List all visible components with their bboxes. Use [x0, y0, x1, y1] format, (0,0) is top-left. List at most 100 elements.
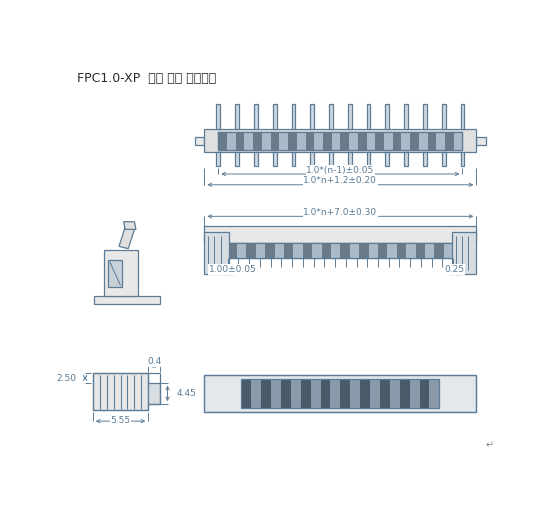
Bar — [314, 132, 323, 150]
Bar — [348, 104, 352, 129]
Bar — [274, 243, 284, 258]
Bar — [461, 104, 465, 129]
Bar — [375, 132, 384, 150]
Bar — [423, 104, 427, 129]
Bar — [244, 132, 253, 150]
Text: 0.4: 0.4 — [147, 358, 161, 366]
Bar — [228, 243, 453, 258]
Bar — [387, 243, 397, 258]
Bar — [108, 260, 122, 287]
Bar — [310, 104, 314, 129]
Bar — [429, 379, 439, 408]
Bar — [271, 379, 281, 408]
Bar — [205, 129, 476, 152]
Text: 4.45: 4.45 — [177, 389, 197, 398]
Bar — [235, 104, 239, 129]
Bar — [444, 243, 453, 258]
Bar — [247, 243, 256, 258]
Bar — [306, 132, 314, 150]
Bar — [329, 104, 333, 129]
Bar — [423, 152, 427, 166]
Bar — [216, 104, 220, 129]
Text: 1.00±0.05: 1.00±0.05 — [209, 265, 257, 274]
Bar — [404, 152, 408, 166]
Bar — [367, 132, 375, 150]
Bar — [280, 132, 288, 150]
Bar — [340, 132, 349, 150]
Bar — [93, 373, 148, 410]
Bar — [419, 132, 428, 150]
Bar — [436, 132, 445, 150]
Bar — [380, 379, 390, 408]
Bar — [241, 379, 252, 408]
Bar — [420, 379, 429, 408]
Bar — [385, 152, 389, 166]
Bar — [461, 152, 465, 166]
Bar — [205, 226, 476, 243]
Bar — [404, 104, 408, 129]
Bar — [195, 137, 205, 145]
Bar — [370, 379, 380, 408]
Bar — [265, 243, 274, 258]
Bar — [397, 243, 406, 258]
Bar — [293, 243, 303, 258]
Bar — [219, 132, 462, 150]
Bar — [434, 243, 444, 258]
Bar — [284, 243, 293, 258]
Bar — [254, 104, 258, 129]
Bar — [288, 132, 297, 150]
Bar — [348, 152, 352, 166]
Bar — [358, 132, 367, 150]
Bar — [321, 243, 331, 258]
Bar — [329, 152, 333, 166]
Bar — [311, 379, 321, 408]
Bar — [401, 132, 410, 150]
Bar — [323, 132, 331, 150]
Bar — [410, 132, 419, 150]
Bar — [292, 152, 295, 166]
Bar — [400, 379, 410, 408]
Bar — [367, 152, 371, 166]
Bar — [340, 379, 350, 408]
Bar — [256, 243, 265, 258]
Bar — [392, 132, 401, 150]
Bar — [384, 132, 392, 150]
Bar — [359, 243, 368, 258]
Bar — [292, 104, 295, 129]
Text: 2.50: 2.50 — [56, 373, 76, 383]
Bar — [340, 243, 350, 258]
Ellipse shape — [207, 377, 238, 409]
Bar — [205, 375, 476, 412]
Text: 1.0*n+7.0±0.30: 1.0*n+7.0±0.30 — [304, 208, 377, 217]
Text: 5.55: 5.55 — [111, 416, 131, 425]
Bar — [331, 132, 340, 150]
Bar — [415, 243, 425, 258]
Bar — [349, 132, 358, 150]
Bar — [476, 137, 486, 145]
Bar — [445, 132, 454, 150]
Bar — [271, 132, 280, 150]
Bar — [254, 152, 258, 166]
Bar — [310, 152, 314, 166]
Bar — [148, 383, 160, 404]
Bar — [331, 243, 340, 258]
Bar — [303, 243, 312, 258]
Bar — [216, 152, 220, 166]
Bar — [312, 243, 321, 258]
Bar — [205, 375, 476, 412]
Bar — [301, 379, 311, 408]
Text: ↵: ↵ — [485, 440, 493, 450]
Bar — [390, 379, 400, 408]
Text: 1.0*n+1.2±0.20: 1.0*n+1.2±0.20 — [304, 176, 377, 185]
Bar — [297, 132, 306, 150]
Bar — [261, 379, 271, 408]
Bar — [406, 243, 415, 258]
Bar — [410, 379, 420, 408]
Bar — [454, 132, 462, 150]
Bar — [252, 379, 261, 408]
Bar — [273, 152, 277, 166]
Bar — [350, 243, 359, 258]
Bar — [385, 104, 389, 129]
Bar — [219, 132, 227, 150]
Bar — [205, 232, 229, 274]
